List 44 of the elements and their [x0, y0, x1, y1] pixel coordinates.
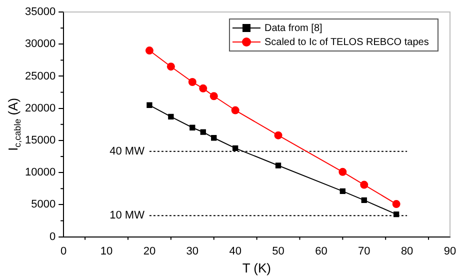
- x-axis-title: T (K): [242, 260, 272, 276]
- point: [232, 145, 238, 151]
- point: [188, 78, 196, 86]
- point: [211, 135, 217, 141]
- y-axis-title: Ic,cable (A): [6, 98, 22, 151]
- point: [392, 200, 400, 208]
- x-tick-label: 70: [358, 245, 370, 258]
- x-tick-label: 90: [444, 245, 456, 258]
- point: [145, 46, 154, 55]
- point: [210, 92, 218, 100]
- x-tick-label: 30: [186, 245, 199, 258]
- annotation: 40 MW: [110, 145, 146, 158]
- y-tick-label: 0: [49, 230, 56, 243]
- y-tick-label: 25000: [24, 70, 56, 82]
- point: [275, 162, 282, 168]
- point: [340, 188, 346, 194]
- x-tick-label: 20: [143, 245, 156, 258]
- x-tick-label: 80: [400, 245, 414, 258]
- legend-label: Scaled to Ic of TELOS REBCO tapes: [264, 36, 429, 48]
- point: [166, 62, 175, 71]
- point: [200, 129, 206, 135]
- point: [231, 106, 240, 114]
- y-tick-label: 30000: [24, 38, 56, 50]
- point: [338, 168, 347, 176]
- x-tick-label: 10: [100, 245, 113, 258]
- point: [199, 84, 208, 92]
- point: [190, 124, 196, 130]
- point: [146, 102, 152, 108]
- y-tick-label: 5000: [31, 198, 56, 211]
- point: [394, 211, 400, 218]
- point: [361, 197, 367, 204]
- x-tick-label: 40: [229, 245, 242, 258]
- point: [360, 180, 368, 189]
- y-tick-label: 20000: [24, 102, 56, 114]
- y-tick-label: 10000: [24, 166, 56, 179]
- legend-label: Data from [8]: [264, 22, 323, 34]
- x-tick-label: 60: [315, 245, 328, 258]
- point: [168, 114, 174, 120]
- y-tick-label: 15000: [24, 134, 56, 146]
- y-tick-label: 35000: [24, 6, 56, 18]
- annotation: 10 MW: [110, 210, 146, 222]
- x-tick-label: 50: [272, 245, 284, 258]
- point: [274, 131, 282, 140]
- x-tick-label: 0: [60, 245, 67, 258]
